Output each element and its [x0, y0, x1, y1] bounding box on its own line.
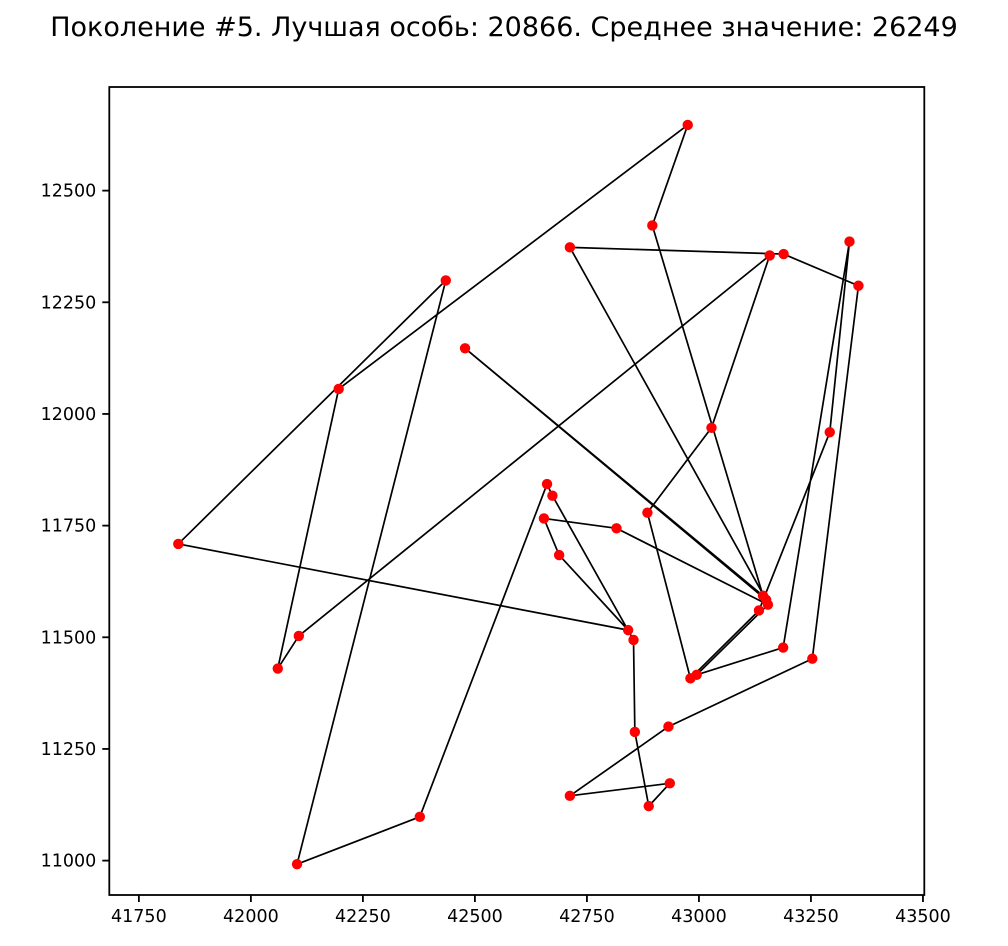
x-ticklabel-42250: 42250: [335, 907, 391, 927]
city-marker-22: [553, 549, 565, 561]
city-marker-27: [777, 642, 789, 653]
x-ticklabel-42750: 42750: [559, 907, 615, 927]
city-marker-28: [844, 236, 855, 247]
y-ticklabel-11750: 11750: [41, 517, 97, 537]
x-ticklabel-42000: 42000: [223, 907, 279, 927]
city-marker-7: [853, 280, 864, 291]
axes-spines: [108, 86, 926, 896]
y-ticklabel-11250: 11250: [41, 740, 97, 760]
city-marker-33: [706, 422, 717, 433]
city-marker-31: [685, 673, 696, 684]
city-marker-19: [440, 275, 451, 286]
city-marker-34: [764, 250, 775, 261]
city-marker-11: [664, 778, 676, 789]
city-marker-37: [333, 383, 344, 395]
chart-title: Поколение #5. Лучшая особь: 20866. Средн…: [50, 12, 958, 43]
city-marker-17: [414, 811, 425, 823]
route-path: [177, 124, 860, 866]
city-marker-30: [753, 605, 765, 616]
city-marker-16: [541, 478, 553, 490]
city-marker-18: [291, 858, 303, 870]
city-marker-24: [611, 523, 622, 534]
city-marker-35: [293, 630, 305, 642]
x-ticklabel-42500: 42500: [447, 907, 503, 927]
city-marker-12: [643, 800, 654, 812]
city-marker-15: [547, 490, 558, 501]
city-marker-14: [628, 634, 639, 646]
y-ticklabel-12250: 12250: [41, 293, 97, 313]
city-marker-8: [807, 653, 818, 664]
city-marker-3: [459, 343, 471, 354]
y-ticklabel-12000: 12000: [41, 405, 97, 425]
city-marker-23: [538, 513, 550, 524]
x-ticklabel-41750: 41750: [111, 907, 167, 927]
y-ticklabel-12500: 12500: [41, 182, 97, 202]
city-marker-25: [762, 599, 774, 610]
city-marker-13: [629, 726, 641, 738]
city-marker-1: [647, 220, 658, 231]
city-marker-20: [173, 538, 184, 550]
city-marker-9: [663, 721, 674, 732]
city-marker-0: [682, 119, 693, 131]
city-marker-21: [622, 624, 634, 636]
city-marker-36: [272, 663, 283, 674]
y-ticklabel-11500: 11500: [41, 628, 97, 648]
city-marker-6: [778, 248, 789, 260]
x-ticklabel-43500: 43500: [895, 907, 951, 927]
city-marker-5: [564, 242, 576, 253]
city-marker-10: [564, 790, 576, 802]
x-ticklabel-43000: 43000: [671, 907, 727, 927]
y-ticklabel-11000: 11000: [41, 852, 97, 872]
city-marker-29: [824, 427, 835, 438]
x-ticklabel-43250: 43250: [783, 907, 839, 927]
city-marker-32: [642, 507, 653, 518]
